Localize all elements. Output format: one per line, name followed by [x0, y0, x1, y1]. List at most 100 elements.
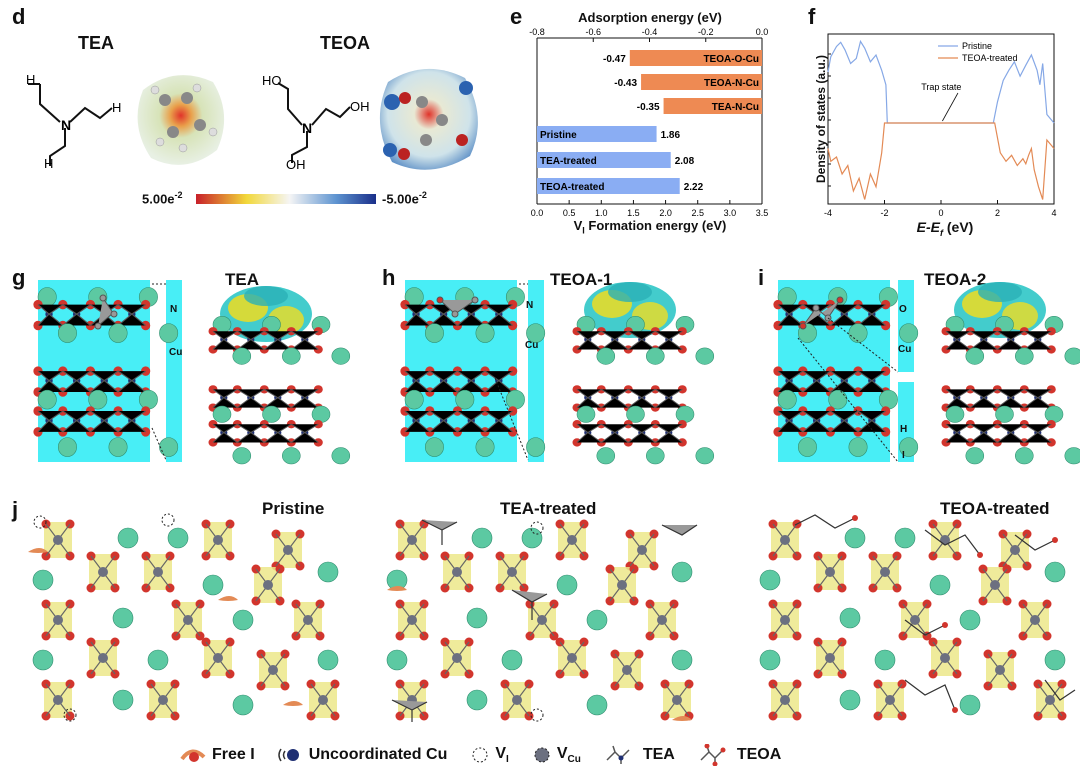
j-title-tea: TEA-treated [500, 499, 597, 518]
legend-tea: TEA [603, 744, 675, 766]
formation-value-label: 2.22 [684, 182, 704, 193]
dos-x-tick-label: -4 [824, 208, 832, 218]
top-axis-tick-label: -0.6 [585, 27, 601, 37]
i-bond-h: H [900, 424, 908, 435]
i-bond-i: I [902, 450, 905, 461]
teoa-title: TEOA [320, 33, 371, 53]
legend-v-i: VI [469, 744, 509, 766]
dos-x-tick-label: 2 [995, 208, 1000, 218]
h-title: TEOA-1 [550, 270, 613, 289]
bottom-axis-tick-label: 1.5 [627, 208, 640, 218]
esp-color-scale [196, 194, 376, 204]
v-cu-icon [534, 747, 550, 763]
legend: Free I Uncoordinated Cu VI VCu TEA TEOA [180, 744, 781, 766]
top-axis-tick-label: -0.2 [698, 27, 714, 37]
bottom-axis-tick-label: 2.5 [691, 208, 704, 218]
dos-annotation: Trap state [921, 82, 961, 92]
esp-scale-min: 5.00e-2 [142, 190, 183, 207]
atom-h: H [112, 100, 121, 115]
bottom-axis-tick-label: 0.5 [563, 208, 576, 218]
formation-bar-label: TEOA-treated [540, 182, 604, 193]
bottom-axis-tick-label: 2.0 [659, 208, 672, 218]
atom-oh: OH [286, 157, 306, 170]
tea-structure: N H H H [26, 72, 121, 170]
bottom-axis-tick-label: 3.0 [724, 208, 737, 218]
formation-axis-title: VI Formation energy (eV) [573, 218, 727, 236]
formation-bar-label: Pristine [540, 130, 577, 141]
dos-legend-label: TEOA-treated [962, 53, 1018, 63]
adsorption-value-label: -0.43 [614, 78, 637, 89]
h-bond-cu: Cu [525, 340, 539, 351]
bottom-axis-tick-label: 0.0 [531, 208, 544, 218]
atom-n: N [61, 117, 71, 133]
top-axis-tick-label: 0.0 [756, 27, 769, 37]
j-teoa-lattice [755, 514, 1076, 725]
j-title-pristine: Pristine [262, 499, 325, 518]
formation-bar [537, 152, 671, 168]
panel-label-e: e [510, 4, 523, 29]
dos-annotation-arrow [942, 92, 959, 122]
g-bond-n: N [170, 304, 178, 315]
atom-n: N [302, 120, 312, 136]
formation-bar [537, 178, 680, 194]
legend-uncoordinated-cu: Uncoordinated Cu [277, 744, 447, 766]
formation-bar [537, 126, 657, 142]
legend-free-i: Free I [180, 744, 255, 766]
j-tea-lattice [387, 519, 698, 722]
adsorption-bar-label: TEA-N-Cu [712, 102, 759, 113]
bottom-axis-tick-label: 3.5 [756, 208, 769, 218]
dos-legend-label: Pristine [962, 41, 992, 51]
panel-label-j: j [12, 497, 19, 522]
adsorption-bar [629, 50, 762, 66]
tea-esp-map [137, 75, 225, 165]
i-title: TEOA-2 [924, 270, 987, 289]
legend-v-cu: VCu [531, 744, 581, 766]
dos-x-tick-label: -2 [880, 208, 888, 218]
adsorption-bar [663, 98, 762, 114]
panel-label-f: f [808, 4, 816, 29]
g-slab-model [28, 280, 368, 468]
uncoordinated-cu-icon [277, 748, 299, 762]
panel-label-h: h [382, 265, 396, 290]
formation-value-label: 1.86 [661, 130, 681, 141]
i-slab-model [768, 280, 1080, 468]
dos-series-teoa [827, 122, 1055, 200]
j-title-teoa: TEOA-treated [940, 499, 1050, 518]
adsorption-bar [641, 74, 762, 90]
j-pristine-lattice [28, 513, 358, 722]
dos-plot-frame [827, 33, 1055, 205]
tea-molecule-icon [606, 745, 630, 764]
adsorption-value-label: -0.35 [637, 102, 660, 113]
atom-oh: OH [350, 99, 370, 114]
adsorption-axis-title: Adsorption energy (eV) [578, 10, 722, 25]
top-axis-tick-label: -0.4 [642, 27, 658, 37]
dos-xlabel: E-Ef (eV) [916, 219, 974, 238]
panel-label-g: g [12, 265, 26, 290]
top-axis-tick-label: -0.8 [529, 27, 545, 37]
panel-label-i: i [758, 265, 765, 290]
adsorption-bar-label: TEOA-N-Cu [704, 78, 759, 89]
atom-h: H [44, 156, 53, 170]
tea-title: TEA [78, 33, 114, 53]
v-i-icon [472, 747, 488, 763]
atom-h: H [26, 72, 35, 87]
i-bond-cu: Cu [898, 344, 912, 355]
h-bond-n: N [526, 300, 534, 311]
atom-oh: HO [262, 73, 282, 88]
teoa-esp-map [379, 68, 478, 170]
free-i-icon [180, 749, 206, 762]
i-bond-o: O [899, 304, 907, 315]
dos-x-tick-label: 4 [1051, 208, 1056, 218]
panel-label-d: d [12, 4, 26, 29]
bottom-axis-tick-label: 1.0 [595, 208, 608, 218]
adsorption-formation-chart: -0.8 -0.6 -0.4 -0.2 0.0 0.0 0.5 1.0 1.5 2.0 2.5 3.0… [529, 27, 769, 218]
dos-x-tick-label: 0 [938, 208, 943, 218]
teoa-molecule-icon [700, 744, 726, 766]
formation-bar-label: TEA-treated [540, 156, 597, 167]
g-bond-cu: Cu [169, 347, 183, 358]
h-slab-model [395, 280, 735, 468]
legend-teoa: TEOA [697, 744, 781, 766]
formation-value-label: 2.08 [675, 156, 695, 167]
dos-chart: -4 -2 0 2 4 Pristine TEOA-treated Trap state [824, 33, 1057, 218]
g-title: TEA [225, 270, 259, 289]
